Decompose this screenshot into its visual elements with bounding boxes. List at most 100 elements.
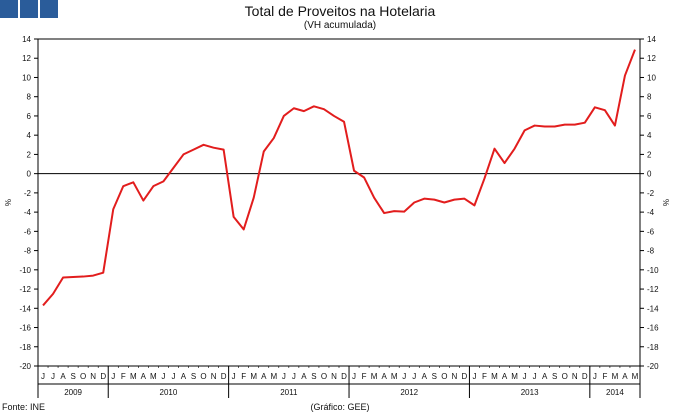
month-label: J bbox=[41, 372, 45, 381]
year-label: 2013 bbox=[521, 388, 539, 397]
year-label: 2009 bbox=[64, 388, 82, 397]
month-label: D bbox=[341, 372, 347, 381]
month-label: A bbox=[141, 372, 147, 381]
month-label: J bbox=[523, 372, 527, 381]
y-tick-label-left: 10 bbox=[22, 73, 31, 82]
month-label: M bbox=[632, 372, 639, 381]
month-label: M bbox=[391, 372, 398, 381]
y-tick-label-right: 6 bbox=[647, 112, 652, 121]
month-label: M bbox=[270, 372, 277, 381]
month-label: J bbox=[533, 372, 537, 381]
y-tick-label-right: -4 bbox=[647, 208, 655, 217]
month-label: J bbox=[352, 372, 356, 381]
y-tick-label-left: -14 bbox=[19, 304, 31, 313]
month-label: J bbox=[161, 372, 165, 381]
y-tick-label-left: 12 bbox=[22, 54, 31, 63]
y-tick-label-right: 14 bbox=[647, 35, 656, 44]
y-tick-label-left: -2 bbox=[24, 189, 32, 198]
y-tick-label-left: -12 bbox=[19, 285, 31, 294]
month-label: M bbox=[491, 372, 498, 381]
month-label: M bbox=[130, 372, 137, 381]
month-label: J bbox=[593, 372, 597, 381]
month-label: O bbox=[200, 372, 206, 381]
y-tick-label-right: 4 bbox=[647, 131, 652, 140]
month-label: O bbox=[80, 372, 86, 381]
month-label: A bbox=[181, 372, 187, 381]
y-tick-label-left: -4 bbox=[24, 208, 32, 217]
year-label: 2012 bbox=[400, 388, 418, 397]
month-label: N bbox=[572, 372, 578, 381]
y-tick-label-left: 14 bbox=[22, 35, 31, 44]
y-tick-label-left: -20 bbox=[19, 362, 31, 371]
month-label: S bbox=[432, 372, 437, 381]
month-label: J bbox=[472, 372, 476, 381]
y-axis-label-right: % bbox=[662, 199, 671, 206]
y-tick-label-left: 4 bbox=[27, 131, 32, 140]
month-label: F bbox=[602, 372, 607, 381]
y-tick-label-left: 2 bbox=[27, 150, 32, 159]
y-tick-label-right: -16 bbox=[647, 324, 659, 333]
y-tick-label-right: 2 bbox=[647, 150, 652, 159]
chart-subtitle: (VH acumulada) bbox=[303, 20, 377, 31]
month-label: M bbox=[150, 372, 157, 381]
month-label: F bbox=[121, 372, 126, 381]
y-tick-label-right: -20 bbox=[647, 362, 659, 371]
month-label: N bbox=[211, 372, 217, 381]
y-tick-label-left: -10 bbox=[19, 266, 31, 275]
y-tick-label-left: -6 bbox=[24, 227, 32, 236]
month-label: J bbox=[111, 372, 115, 381]
y-tick-label-right: -12 bbox=[647, 285, 659, 294]
y-tick-label-right: -2 bbox=[647, 189, 655, 198]
month-label: S bbox=[552, 372, 557, 381]
month-label: M bbox=[511, 372, 518, 381]
y-tick-label-left: 0 bbox=[27, 170, 32, 179]
month-label: N bbox=[90, 372, 96, 381]
month-label: N bbox=[331, 372, 337, 381]
month-label: O bbox=[441, 372, 447, 381]
y-tick-label-right: 10 bbox=[647, 73, 656, 82]
y-tick-label-left: -16 bbox=[19, 324, 31, 333]
month-label: S bbox=[191, 372, 196, 381]
month-label: F bbox=[362, 372, 367, 381]
y-tick-label-right: -8 bbox=[647, 247, 655, 256]
year-label: 2010 bbox=[160, 388, 178, 397]
month-label: J bbox=[292, 372, 296, 381]
month-label: J bbox=[282, 372, 286, 381]
month-label: D bbox=[221, 372, 227, 381]
month-label: D bbox=[582, 372, 588, 381]
month-label: M bbox=[250, 372, 257, 381]
series-line bbox=[42, 49, 636, 307]
month-label: A bbox=[542, 372, 548, 381]
month-label: O bbox=[321, 372, 327, 381]
month-label: J bbox=[412, 372, 416, 381]
y-tick-label-right: -18 bbox=[647, 343, 659, 352]
year-label: 2014 bbox=[606, 388, 624, 397]
month-label: F bbox=[482, 372, 487, 381]
month-label: D bbox=[462, 372, 468, 381]
month-label: A bbox=[301, 372, 307, 381]
month-label: A bbox=[60, 372, 66, 381]
y-tick-label-right: 0 bbox=[647, 170, 652, 179]
chart-title: Total de Proveitos na Hotelaria bbox=[244, 3, 436, 19]
month-label: N bbox=[451, 372, 457, 381]
logo-square bbox=[40, 0, 58, 18]
month-label: A bbox=[622, 372, 628, 381]
month-label: J bbox=[232, 372, 236, 381]
logo-square bbox=[20, 0, 38, 18]
month-label: J bbox=[402, 372, 406, 381]
y-tick-label-left: -8 bbox=[24, 247, 32, 256]
month-label: A bbox=[502, 372, 508, 381]
source-label: Fonte: INE bbox=[2, 402, 46, 412]
y-axis-label-left: % bbox=[4, 199, 13, 206]
month-label: F bbox=[241, 372, 246, 381]
y-tick-label-left: 8 bbox=[27, 93, 32, 102]
y-tick-label-right: 12 bbox=[647, 54, 656, 63]
y-tick-label-right: -10 bbox=[647, 266, 659, 275]
month-label: S bbox=[311, 372, 316, 381]
month-label: A bbox=[381, 372, 387, 381]
gee-logo bbox=[0, 0, 58, 18]
month-label: M bbox=[371, 372, 378, 381]
y-tick-label-right: 8 bbox=[647, 93, 652, 102]
y-tick-label-right: -14 bbox=[647, 304, 659, 313]
